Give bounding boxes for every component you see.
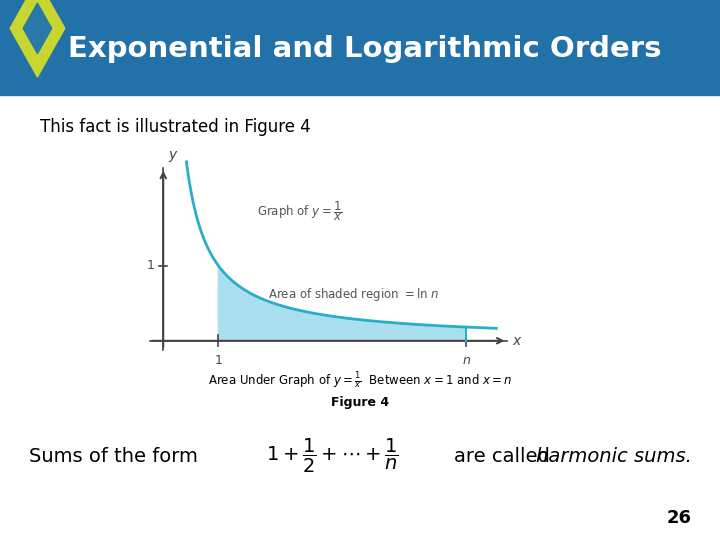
Text: are called: are called — [454, 447, 556, 466]
Text: This fact is illustrated in Figure 4: This fact is illustrated in Figure 4 — [40, 118, 310, 136]
Polygon shape — [218, 266, 466, 341]
Text: 1: 1 — [147, 259, 155, 272]
Text: $1 + \dfrac{1}{2} + \cdots + \dfrac{1}{n}$: $1 + \dfrac{1}{2} + \cdots + \dfrac{1}{n… — [266, 437, 400, 475]
Text: $x$: $x$ — [512, 334, 523, 348]
Text: 26: 26 — [666, 509, 691, 528]
Text: Area Under Graph of $y = \frac{1}{x}$  Between $x = 1$ and $x = n$: Area Under Graph of $y = \frac{1}{x}$ Be… — [208, 370, 512, 391]
Text: $y$: $y$ — [168, 149, 179, 164]
Text: $n$: $n$ — [462, 354, 471, 367]
Text: Area of shaded region $= \ln\,n$: Area of shaded region $= \ln\,n$ — [268, 286, 439, 302]
Text: Graph of $y = \dfrac{1}{x}$: Graph of $y = \dfrac{1}{x}$ — [257, 200, 343, 224]
Text: Exponential and Logarithmic Orders: Exponential and Logarithmic Orders — [68, 35, 662, 63]
Text: Sums of the form: Sums of the form — [29, 447, 198, 466]
Text: harmonic sums.: harmonic sums. — [536, 447, 692, 466]
Text: Figure 4: Figure 4 — [331, 396, 389, 409]
Text: 1: 1 — [215, 354, 222, 367]
